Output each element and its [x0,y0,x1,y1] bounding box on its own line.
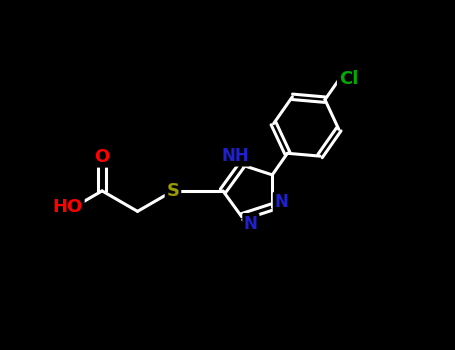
Text: Cl: Cl [339,70,358,88]
Text: S: S [167,182,179,200]
Text: O: O [95,148,110,166]
Text: N: N [274,194,288,211]
Text: N: N [244,215,258,233]
Text: HO: HO [53,198,83,216]
Text: NH: NH [221,147,249,165]
